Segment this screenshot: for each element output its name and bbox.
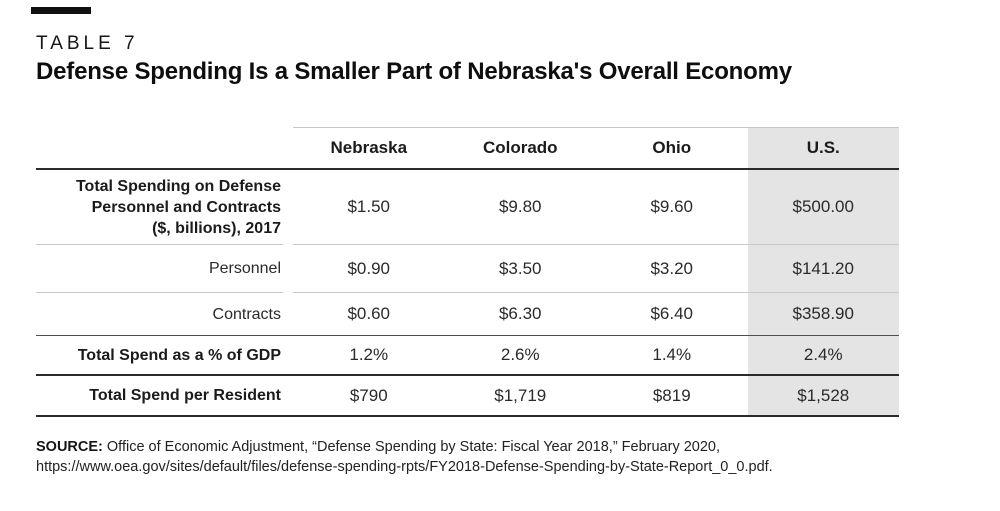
value-cell: $3.50 (444, 245, 596, 293)
row-label-per-resident: Total Spend per Resident (36, 376, 283, 417)
row-label-personnel: Personnel (36, 245, 283, 293)
table-number-label: TABLE 7 (36, 33, 139, 54)
value-cell: $6.30 (444, 293, 596, 336)
value-cell: $141.20 (747, 245, 899, 293)
row-label-total-spending: Total Spending on Defense Personnel and … (36, 170, 283, 245)
value-cell: 1.4% (596, 336, 748, 376)
value-cell: 2.6% (444, 336, 596, 376)
col-header-us: U.S. (747, 127, 899, 170)
column-gap (283, 336, 293, 376)
row-label-contracts: Contracts (36, 293, 283, 336)
accent-rule (31, 7, 91, 14)
source-label: SOURCE: (36, 439, 103, 455)
value-cell: $1,528 (747, 376, 899, 417)
source-note: SOURCE: Office of Economic Adjustment, “… (36, 437, 976, 477)
column-gap (283, 170, 293, 245)
row-label-percent-gdp: Total Spend as a % of GDP (36, 336, 283, 376)
value-cell: $6.40 (596, 293, 748, 336)
column-gap (283, 376, 293, 417)
column-gap (283, 127, 293, 170)
value-cell: 2.4% (747, 336, 899, 376)
column-gap (283, 293, 293, 336)
col-header-colorado: Colorado (444, 127, 596, 170)
value-cell: 1.2% (293, 336, 445, 376)
value-cell: $358.90 (747, 293, 899, 336)
value-cell: $819 (596, 376, 748, 417)
value-cell: $1,719 (444, 376, 596, 417)
defense-spending-table: Nebraska Colorado Ohio U.S. Total Spendi… (36, 127, 899, 417)
column-gap (283, 245, 293, 293)
value-cell: $790 (293, 376, 445, 417)
table-title: Defense Spending Is a Smaller Part of Ne… (36, 58, 792, 85)
value-cell: $3.20 (596, 245, 748, 293)
value-cell: $500.00 (747, 170, 899, 245)
value-cell: $0.90 (293, 245, 445, 293)
header-empty-cell (36, 127, 283, 170)
value-cell: $9.80 (444, 170, 596, 245)
value-cell: $9.60 (596, 170, 748, 245)
col-header-ohio: Ohio (596, 127, 748, 170)
col-header-nebraska: Nebraska (293, 127, 445, 170)
value-cell: $0.60 (293, 293, 445, 336)
source-text: Office of Economic Adjustment, “Defense … (36, 439, 773, 475)
value-cell: $1.50 (293, 170, 445, 245)
